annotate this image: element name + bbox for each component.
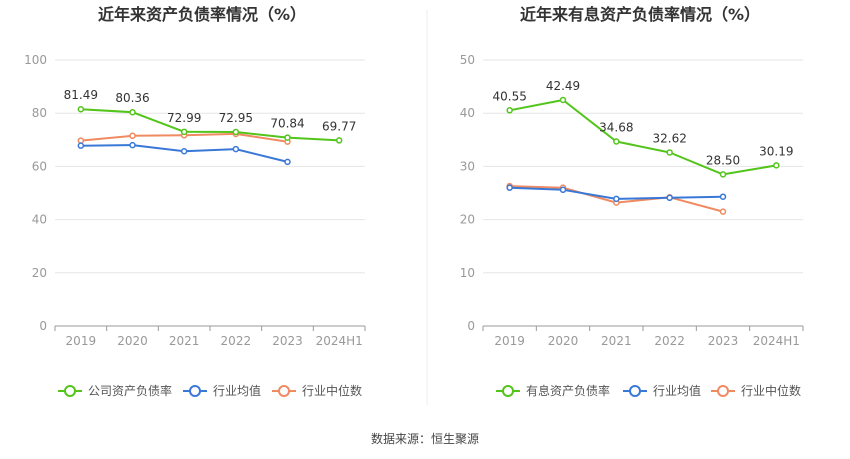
x-tick-label: 2021	[169, 334, 200, 348]
legend-swatch-marker	[629, 385, 641, 397]
y-tick-label: 60	[32, 159, 47, 173]
y-tick-label: 10	[460, 266, 475, 280]
data-point	[129, 108, 136, 116]
data-label: 80.36	[115, 91, 149, 105]
data-point	[232, 145, 240, 153]
data-label: 69.77	[322, 119, 356, 133]
data-point	[666, 194, 673, 202]
y-tick-label: 100	[24, 53, 47, 67]
y-tick-label: 0	[467, 319, 475, 333]
x-tick-label: 2021	[601, 334, 632, 348]
x-tick-label: 2023	[708, 334, 739, 348]
legend-item-label: 行业均值	[213, 383, 261, 398]
y-tick-label: 80	[32, 106, 47, 120]
legend-item-label: 公司资产负债率	[88, 383, 172, 398]
data-point	[559, 96, 567, 104]
data-point	[77, 137, 85, 144]
legend-item-label: 行业均值	[653, 383, 701, 398]
data-point	[719, 208, 727, 215]
series-line	[509, 99, 777, 176]
data-point	[719, 171, 727, 178]
data-point	[559, 186, 567, 194]
y-tick-label: 40	[32, 213, 47, 227]
legend-item-label: 行业中位数	[302, 383, 362, 398]
data-point	[335, 137, 343, 144]
data-point	[506, 107, 513, 114]
data-point	[180, 128, 188, 136]
y-tick-label: 20	[32, 266, 47, 280]
x-tick-label: 2022	[654, 334, 685, 348]
chart-title: 近年来资产负债率情况（%）	[98, 5, 306, 24]
data-label: 81.49	[64, 88, 98, 102]
legend-item-label: 有息资产负债率	[526, 383, 610, 398]
x-tick-label: 2022	[221, 334, 252, 348]
data-label: 42.49	[546, 79, 580, 93]
legend-item-label: 行业中位数	[741, 383, 801, 398]
data-label: 30.19	[759, 144, 793, 158]
y-tick-label: 30	[460, 159, 475, 173]
data-point	[613, 138, 620, 145]
y-tick-label: 20	[460, 213, 475, 227]
data-point	[129, 132, 136, 140]
x-tick-label: 2024H1	[753, 334, 800, 348]
data-source-label: 数据来源：恒生聚源	[371, 431, 479, 446]
data-point	[284, 134, 291, 141]
x-tick-label: 2020	[117, 334, 148, 348]
data-point	[77, 105, 85, 113]
data-point	[773, 162, 780, 169]
y-tick-label: 50	[460, 53, 475, 67]
x-tick-label: 2019	[494, 334, 525, 348]
y-tick-label: 0	[39, 319, 47, 333]
y-tick-label: 40	[460, 106, 475, 120]
data-point	[666, 149, 673, 156]
series-line	[80, 108, 340, 142]
x-tick-label: 2023	[272, 334, 303, 348]
chart-title: 近年来有息资产负债率情况（%）	[520, 5, 760, 24]
data-point	[232, 128, 240, 136]
x-tick-label: 2020	[548, 334, 579, 348]
data-point	[180, 147, 188, 155]
legend-swatch-marker	[278, 385, 290, 397]
legend-swatch-marker	[189, 385, 201, 397]
data-point	[719, 193, 727, 200]
data-point	[129, 141, 136, 149]
data-label: 72.95	[219, 111, 253, 125]
data-point	[506, 184, 513, 191]
data-point	[613, 195, 620, 203]
data-point	[77, 142, 85, 149]
data-label: 40.55	[492, 89, 526, 103]
legend-swatch-marker	[502, 385, 514, 397]
data-label: 34.68	[599, 121, 633, 135]
legend-swatch-marker	[64, 385, 76, 397]
data-label: 70.84	[270, 117, 304, 131]
x-tick-label: 2019	[66, 334, 97, 348]
interest-bearing-debt-ratio-chart: 近年来有息资产负债率情况（%） 0 10 20 30 40 50 2019 2020 2021 2…	[460, 5, 804, 398]
data-point	[284, 158, 291, 166]
data-label: 32.62	[652, 131, 686, 145]
data-label: 28.50	[706, 153, 740, 167]
legend-swatch-marker	[717, 385, 729, 397]
x-tick-label: 2024H1	[316, 334, 363, 348]
data-label: 72.99	[167, 111, 201, 125]
debt-ratio-chart: 近年来资产负债率情况（%） 0 20 40 60 80 100 2019 2020 2021 20…	[24, 5, 366, 398]
